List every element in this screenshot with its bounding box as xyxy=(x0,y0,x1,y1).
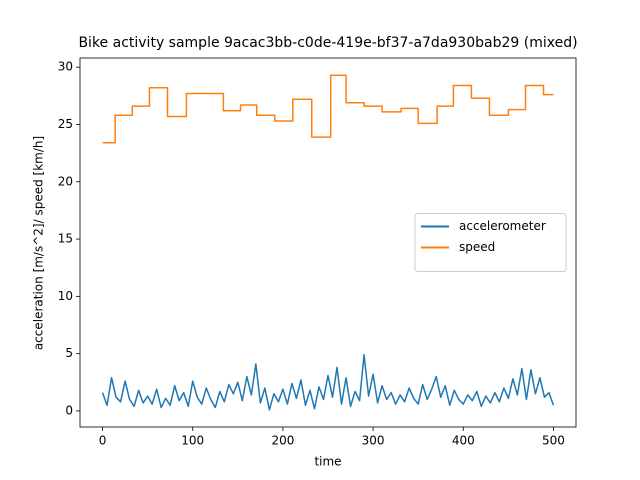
legend-label: speed xyxy=(459,240,495,254)
chart-title: Bike activity sample 9acac3bb-c0de-419e-… xyxy=(78,35,577,51)
x-tick-label: 400 xyxy=(452,434,475,448)
y-tick-label: 15 xyxy=(58,232,73,246)
y-tick-label: 20 xyxy=(58,174,73,188)
legend: accelerometer speed xyxy=(414,213,567,272)
y-tick-label: 0 xyxy=(65,403,73,417)
x-axis-label: time xyxy=(314,455,341,469)
x-tick-label: 0 xyxy=(99,434,107,448)
series-line xyxy=(102,74,554,144)
x-tick-label: 200 xyxy=(271,434,294,448)
y-tick-label: 5 xyxy=(65,346,73,360)
y-axis-label: acceleration [m/s^2]/ speed [km/h] xyxy=(32,136,46,350)
series-line xyxy=(101,354,555,411)
y-tick-label: 10 xyxy=(58,289,73,303)
y-tick-label: 30 xyxy=(58,60,73,74)
plot-frame xyxy=(79,57,577,428)
y-tick-label: 25 xyxy=(58,117,73,131)
x-tick-label: 300 xyxy=(362,434,385,448)
x-tick-label: 500 xyxy=(542,434,565,448)
legend-label: accelerometer xyxy=(459,219,546,233)
x-tick-label: 100 xyxy=(181,434,204,448)
legend-box xyxy=(414,213,567,272)
